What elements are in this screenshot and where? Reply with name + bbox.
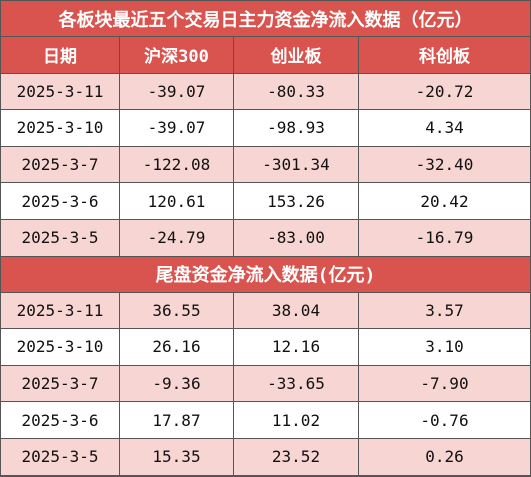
header-row: 日期 沪深300 创业板 科创板 xyxy=(1,37,530,74)
table-cell: -0.76 xyxy=(420,410,469,430)
table-cell: -32.40 xyxy=(415,155,474,175)
table-cell: 4.34 xyxy=(425,118,464,138)
table-cell: -9.36 xyxy=(120,365,234,402)
table-cell: 11.02 xyxy=(234,402,359,438)
table-cell: -83.00 xyxy=(234,219,359,256)
table-cell: 36.55 xyxy=(120,292,234,329)
header-cell: 沪深300 xyxy=(120,37,234,73)
table-row: 2025-3-11 -39.07 -80.33 -20.72 xyxy=(1,73,530,111)
table-cell: 38.04 xyxy=(234,292,359,329)
table-cell: 153.26 xyxy=(234,183,359,219)
table-cell: 2025-3-7 xyxy=(1,146,120,183)
table-cell: -301.34 xyxy=(234,146,359,183)
table-row: 2025-3-6 120.61 153.26 20.42 xyxy=(1,183,530,220)
table-row: 2025-3-7 -122.08 -301.34 -32.40 xyxy=(1,146,530,184)
table-cell: -98.93 xyxy=(234,110,359,146)
header-cell: 科创板 xyxy=(419,47,470,68)
table-row: 2025-3-5 15.35 23.52 0.26 xyxy=(1,438,530,476)
table-cell: -122.08 xyxy=(120,146,234,183)
table-cell: 2025-3-10 xyxy=(1,329,120,365)
table-cell: 2025-3-6 xyxy=(1,183,120,219)
table-cell: 15.35 xyxy=(120,438,234,475)
table-cell: -39.07 xyxy=(120,110,234,146)
table-cell: 12.16 xyxy=(234,329,359,365)
table-cell: 0.26 xyxy=(425,447,464,467)
table-cell: 3.10 xyxy=(425,337,464,357)
table-row: 2025-3-6 17.87 11.02 -0.76 xyxy=(1,402,530,439)
table-row: 2025-3-7 -9.36 -33.65 -7.90 xyxy=(1,365,530,403)
table-cell: 3.57 xyxy=(425,300,464,320)
table-cell: 26.16 xyxy=(120,329,234,365)
table-cell: -20.72 xyxy=(415,81,474,101)
table-cell: -80.33 xyxy=(234,73,359,110)
table-cell: 2025-3-11 xyxy=(1,73,120,110)
rows: 2025-3-11 36.55 38.04 3.57 2025-3-10 26.16 12.… xyxy=(1,292,530,476)
table-cell: 2025-3-11 xyxy=(1,292,120,329)
table-cell: 23.52 xyxy=(234,438,359,475)
table-row: 2025-3-11 36.55 38.04 3.57 xyxy=(1,292,530,330)
table-cell: 2025-3-10 xyxy=(1,110,120,146)
table-cell: 2025-3-7 xyxy=(1,365,120,402)
table-row: 2025-3-5 -24.79 -83.00 -16.79 xyxy=(1,219,530,257)
table-cell: -16.79 xyxy=(415,228,474,248)
table-cell: 17.87 xyxy=(120,402,234,438)
section-title: 尾盘资金净流入数据(亿元) xyxy=(1,256,530,293)
table-cell: 20.42 xyxy=(420,191,469,211)
title: 各板块最近五个交易日主力资金净流入数据（亿元） xyxy=(1,1,530,37)
table-cell: -24.79 xyxy=(120,219,234,256)
header-cell: 创业板 xyxy=(234,37,359,73)
table-cell: 2025-3-5 xyxy=(1,438,120,475)
table-row: 2025-3-10 26.16 12.16 3.10 xyxy=(1,329,530,366)
table-cell: 2025-3-5 xyxy=(1,219,120,256)
table-row: 2025-3-10 -39.07 -98.93 4.34 xyxy=(1,110,530,147)
table-cell: 2025-3-6 xyxy=(1,402,120,438)
table-cell: -7.90 xyxy=(420,374,469,394)
rows: 2025-3-11 -39.07 -80.33 -20.72 2025-3-10 -39.… xyxy=(1,73,530,257)
table-cell: -39.07 xyxy=(120,73,234,110)
table-cell: -33.65 xyxy=(234,365,359,402)
table-cell: 120.61 xyxy=(120,183,234,219)
header-cell: 日期 xyxy=(1,37,120,73)
